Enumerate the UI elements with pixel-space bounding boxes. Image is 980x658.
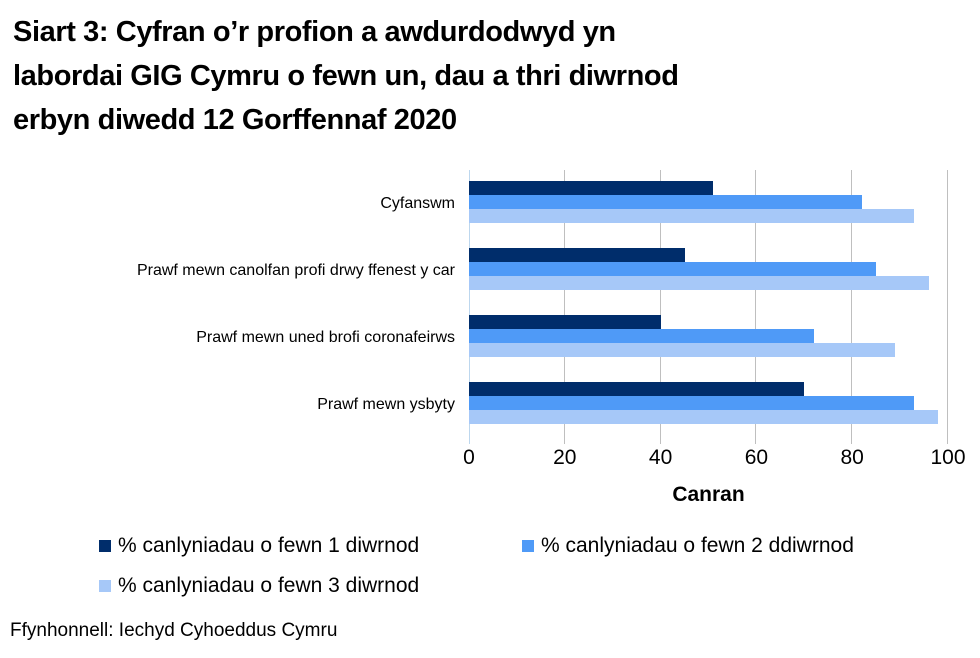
source-note: Ffynhonnell: Iechyd Cyhoeddus Cymru (10, 620, 338, 641)
bar-series-2-cat-1 (469, 195, 862, 209)
plot-area (469, 170, 948, 444)
bar-series-2-cat-3 (469, 329, 814, 343)
bar-series-3-cat-1 (469, 209, 915, 223)
category-label-2: Prawf mewn canolfan profi drwy ffenest y… (0, 237, 455, 304)
x-axis: 0 20 40 60 80 100 (463, 446, 965, 472)
category-label-text: Prawf mewn canolfan profi drwy ffenest y… (136, 261, 455, 279)
category-label-4: Prawf mewn ysbyty (0, 371, 455, 438)
chart-title-line-1: Siart 3: Cyfran o’r profion a awdurdodwy… (13, 16, 616, 48)
x-axis-title: Canran (672, 483, 745, 506)
x-tick-label-20: 20 (553, 446, 577, 469)
bar-series-3-cat-3 (469, 343, 896, 357)
category-label-text: Cyfanswm (380, 194, 455, 212)
x-tick-label-100: 100 (930, 446, 966, 469)
legend-item-1: % canlyniadau o fewn 1 diwrnod (99, 534, 419, 558)
y-axis-line (469, 170, 470, 444)
category-label-text: Prawf mewn uned brofi coronafeirws (196, 328, 455, 346)
legend-item-3: % canlyniadau o fewn 3 diwrnod (99, 574, 419, 598)
category-label-1: Cyfanswm (0, 170, 455, 237)
x-tick-label-40: 40 (648, 446, 673, 469)
x-tick-label-80: 80 (840, 446, 864, 469)
bar-series-3-cat-4 (469, 410, 939, 424)
legend-label: % canlyniadau o fewn 2 ddiwrnod (541, 534, 854, 557)
gridline-x-60 (755, 170, 757, 444)
category-label-text: Prawf mewn ysbyty (317, 395, 455, 413)
x-tick-label-60: 60 (744, 446, 769, 469)
bar-group-3 (469, 304, 948, 371)
gridline-x-20 (563, 170, 565, 444)
category-axis-labels: Cyfanswm Prawf mewn canolfan profi drwy f… (0, 170, 455, 438)
legend-item-2: % canlyniadau o fewn 2 ddiwrnod (522, 534, 854, 558)
legend-label: % canlyniadau o fewn 3 diwrnod (118, 574, 420, 597)
legend-label: % canlyniadau o fewn 1 diwrnod (118, 534, 420, 557)
chart-title-line-3: erbyn diwedd 12 Gorffennaf 2020 (13, 104, 457, 136)
gridline-x-80 (851, 170, 853, 444)
bar-series-1-cat-3 (469, 315, 661, 329)
bar-group-2 (469, 237, 948, 304)
bar-series-3-cat-2 (469, 276, 929, 290)
category-label-3: Prawf mewn uned brofi coronafeirws (0, 304, 455, 371)
bar-group-1 (469, 170, 948, 237)
bar-series-1-cat-2 (469, 248, 685, 262)
bar-series-1-cat-1 (469, 181, 714, 195)
gridline-x-40 (659, 170, 661, 444)
chart-title-line-2: labordai GIG Cymru o fewn un, dau a thri… (13, 60, 679, 92)
bar-series-1-cat-4 (469, 382, 805, 396)
legend-swatch-icon (522, 540, 534, 552)
bar-group-4 (469, 371, 948, 438)
bar-series-2-cat-4 (469, 396, 915, 410)
bar-series-2-cat-2 (469, 262, 877, 276)
x-tick-label-0: 0 (463, 446, 475, 469)
legend-swatch-icon (99, 540, 111, 552)
gridline-x-100 (947, 170, 948, 444)
chart-title: Siart 3: Cyfran o’r profion a awdurdodwy… (13, 10, 963, 142)
legend-swatch-icon (99, 580, 111, 592)
